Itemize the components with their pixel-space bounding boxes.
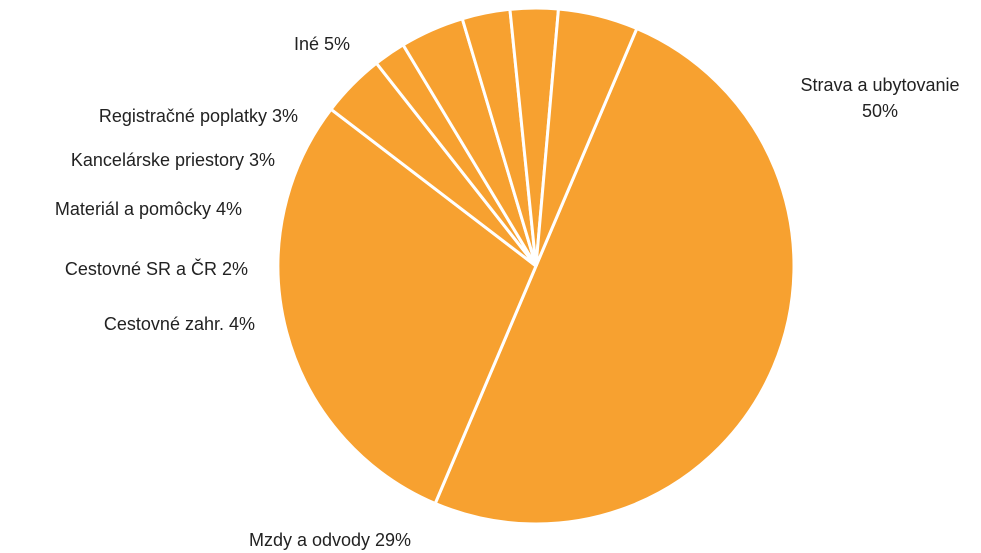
pie-label-registracne-poplatky: Registračné poplatky 3%	[99, 106, 298, 126]
pie-label-line: Mzdy a odvody 29%	[249, 530, 411, 550]
pie-label-material-a-pomocky: Materiál a pomôcky 4%	[55, 199, 242, 219]
pie-slice-mzdy-a-odvody	[276, 107, 538, 506]
pie-label-mzdy-a-odvody: Mzdy a odvody 29%	[249, 530, 411, 550]
pie-label-line: Strava a ubytovanie	[800, 75, 959, 95]
pie-label-cestovne-sr-a-cr: Cestovné SR a ČR 2%	[65, 258, 248, 279]
pie-label-ine: Iné 5%	[294, 34, 350, 54]
pie-slice-ine	[534, 7, 639, 267]
pie-label-line: 50%	[862, 101, 898, 121]
pie-label-line: Materiál a pomôcky 4%	[55, 199, 242, 219]
pie-slice-strava-a-ubytovanie	[433, 26, 796, 526]
pie-slices	[276, 6, 796, 526]
pie-labels: Strava a ubytovanie 50% Mzdy a odvody 29% C…	[55, 34, 960, 550]
pie-label-cestovne-zahr: Cestovné zahr. 4%	[104, 314, 255, 334]
pie-label-kancelarske-priestory: Kancelárske priestory 3%	[71, 150, 275, 170]
pie-label-line: Cestovné zahr. 4%	[104, 314, 255, 334]
pie-label-line: Cestovné SR a ČR 2%	[65, 258, 248, 279]
pie-label-line: Registračné poplatky 3%	[99, 106, 298, 126]
pie-label-strava-a-ubytovanie: Strava a ubytovanie 50%	[800, 75, 959, 121]
pie-label-line: Iné 5%	[294, 34, 350, 54]
pie-label-line: Kancelárske priestory 3%	[71, 150, 275, 170]
